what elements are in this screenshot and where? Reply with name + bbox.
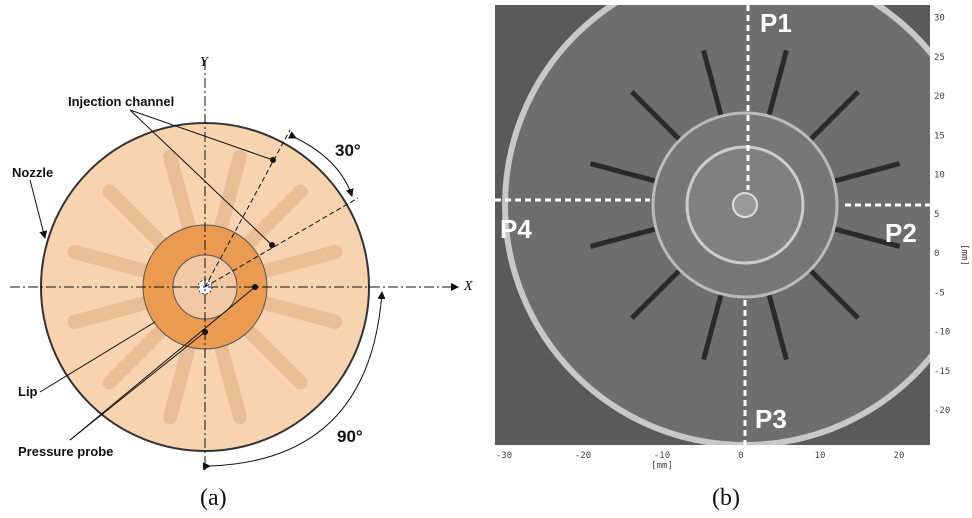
x-tick-label: -10	[654, 451, 670, 461]
caption: (b)	[712, 485, 740, 511]
y-tick-label: -20	[934, 406, 950, 416]
y-tick-label: -5	[934, 288, 945, 298]
y-tick-label: -15	[934, 367, 950, 377]
x-tick-label: 10	[815, 451, 826, 461]
x-tick-label: 0	[738, 451, 743, 461]
y-tick-label: 30	[934, 14, 945, 24]
probe-label: P1	[760, 8, 792, 38]
label: Injection channel	[68, 94, 174, 109]
label: 90°	[337, 427, 363, 446]
y-tick-label: 15	[934, 131, 945, 141]
label: 30°	[335, 141, 361, 160]
label: Lip	[18, 384, 38, 399]
label: Nozzle	[12, 165, 53, 180]
axis-label: Y	[200, 55, 210, 70]
panel-b: P1 P2 P3 P4 -30 -20 -10 0 10 20 [mm] 30 25 20 15 10 5 0 -5…	[495, 0, 972, 511]
y-tick-label: 0	[934, 249, 939, 259]
y-tick-label: 25	[934, 53, 945, 63]
probe-label: P4	[500, 214, 532, 244]
y-tick-label: -10	[934, 328, 950, 338]
axis-label: X	[463, 279, 473, 294]
x-unit: [mm]	[651, 461, 673, 471]
probe-label: P3	[755, 404, 787, 434]
caption: (a)	[200, 485, 227, 511]
y-unit: [mm]	[959, 244, 969, 266]
panel-a: Y X Injection channel Nozzle 30° 90° Lip…	[10, 55, 473, 511]
x-tick-label: -20	[575, 451, 591, 461]
label: Pressure probe	[18, 444, 113, 459]
y-tick-label: 20	[934, 92, 945, 102]
y-tick-label: 10	[934, 171, 945, 181]
probe-label: P2	[885, 218, 917, 248]
x-tick-label: 20	[894, 451, 905, 461]
figure: Y X Injection channel Nozzle 30° 90° Lip…	[0, 0, 972, 518]
y-tick-label: 5	[934, 210, 939, 220]
x-tick-label: -30	[496, 451, 512, 461]
